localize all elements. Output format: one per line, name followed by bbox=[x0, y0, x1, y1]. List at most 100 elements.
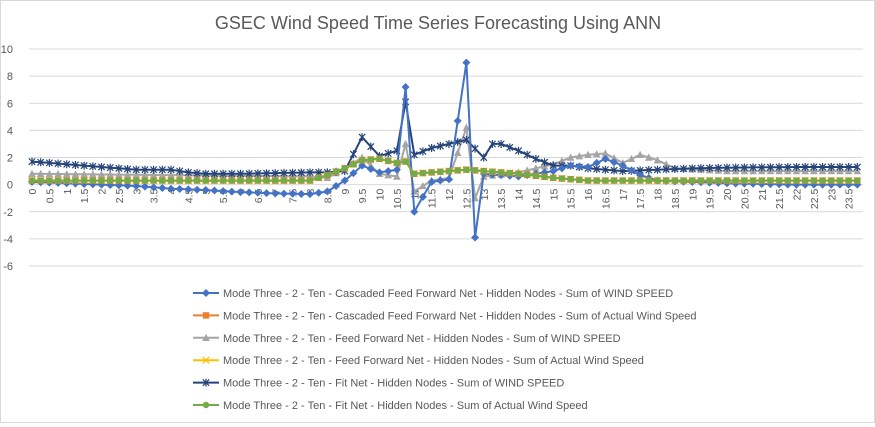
data-point bbox=[636, 150, 644, 158]
data-point bbox=[680, 177, 687, 184]
data-point bbox=[314, 188, 323, 197]
data-point bbox=[332, 181, 341, 190]
data-point bbox=[210, 186, 219, 195]
data-point bbox=[54, 159, 62, 168]
data-point bbox=[384, 149, 392, 158]
data-point bbox=[488, 139, 497, 148]
legend-label: Mode Three - 2 - Ten - Feed Forward Net … bbox=[223, 355, 644, 367]
data-point bbox=[280, 168, 288, 177]
x-tick-label: 2 bbox=[97, 188, 109, 194]
data-point bbox=[619, 177, 626, 184]
data-point bbox=[115, 170, 123, 178]
data-point bbox=[141, 165, 149, 174]
data-point bbox=[793, 177, 800, 184]
data-point bbox=[419, 181, 427, 190]
data-point bbox=[540, 158, 549, 167]
data-point bbox=[393, 159, 401, 167]
data-point bbox=[419, 169, 427, 177]
data-point bbox=[167, 165, 175, 174]
data-point bbox=[63, 160, 71, 169]
data-point bbox=[228, 169, 236, 178]
data-point bbox=[723, 163, 731, 172]
data-point bbox=[836, 177, 844, 184]
data-point bbox=[462, 58, 471, 67]
data-point bbox=[741, 177, 748, 184]
gridlines bbox=[29, 48, 863, 267]
data-point bbox=[810, 162, 818, 171]
data-point bbox=[610, 166, 618, 175]
data-point bbox=[436, 176, 445, 185]
data-point bbox=[140, 182, 149, 191]
data-point bbox=[167, 171, 175, 179]
data-point bbox=[506, 169, 514, 177]
data-point bbox=[349, 150, 358, 159]
data-point bbox=[732, 177, 739, 184]
data-point bbox=[123, 165, 132, 174]
data-point bbox=[497, 139, 505, 148]
y-axis: -6 -4 -2 0 2 4 6 8 10 bbox=[1, 44, 13, 273]
data-point bbox=[445, 175, 453, 184]
data-point bbox=[297, 189, 306, 198]
data-point bbox=[654, 177, 661, 184]
x-tick-label: 13 bbox=[479, 188, 491, 200]
data-point bbox=[575, 162, 584, 171]
data-point bbox=[854, 177, 861, 184]
data-point bbox=[462, 135, 470, 144]
data-point bbox=[184, 168, 192, 177]
data-point bbox=[593, 177, 600, 184]
data-point bbox=[576, 176, 583, 184]
legend-label: Mode Three - 2 - Ten - Cascaded Feed For… bbox=[223, 288, 673, 300]
data-point bbox=[193, 177, 201, 184]
data-point bbox=[141, 170, 149, 179]
data-point bbox=[610, 177, 618, 184]
data-point bbox=[610, 158, 619, 167]
data-point bbox=[662, 165, 670, 174]
data-point bbox=[149, 183, 158, 192]
data-point bbox=[601, 154, 610, 163]
data-point bbox=[445, 167, 453, 175]
data-point bbox=[37, 177, 44, 184]
x-tick-label: 22.5 bbox=[809, 188, 821, 209]
data-point bbox=[279, 189, 288, 198]
data-point bbox=[46, 177, 53, 184]
data-point bbox=[236, 188, 245, 197]
data-point bbox=[506, 143, 514, 152]
data-point bbox=[219, 187, 228, 196]
data-point bbox=[418, 192, 427, 201]
legend-item: Mode Three - 2 - Ten - Feed Forward Net … bbox=[193, 355, 644, 367]
data-point bbox=[436, 141, 444, 150]
data-point bbox=[306, 177, 314, 184]
data-point bbox=[115, 164, 123, 173]
data-point bbox=[71, 160, 80, 169]
data-point bbox=[706, 177, 713, 184]
data-point bbox=[280, 177, 288, 184]
data-point bbox=[54, 177, 62, 184]
data-point bbox=[775, 177, 783, 184]
data-point bbox=[159, 177, 166, 184]
data-point bbox=[132, 170, 141, 178]
y-tick-label: 6 bbox=[7, 98, 13, 110]
data-point bbox=[193, 185, 202, 194]
data-point bbox=[566, 161, 575, 170]
data-point bbox=[349, 169, 358, 178]
data-point bbox=[819, 177, 826, 184]
data-point bbox=[167, 184, 175, 193]
data-point bbox=[532, 172, 540, 180]
data-point bbox=[758, 163, 766, 172]
data-point bbox=[480, 167, 487, 175]
data-point bbox=[367, 142, 375, 151]
legend-item: Mode Three - 2 - Ten - Cascaded Feed For… bbox=[193, 310, 696, 322]
x-tick-label: 4.5 bbox=[183, 188, 195, 203]
data-point bbox=[106, 170, 114, 178]
data-point bbox=[71, 170, 80, 178]
data-point bbox=[454, 167, 461, 174]
data-point bbox=[72, 177, 79, 184]
data-point bbox=[557, 164, 566, 173]
data-point bbox=[697, 177, 705, 184]
data-point bbox=[245, 177, 253, 184]
data-point bbox=[324, 171, 331, 179]
data-point bbox=[393, 172, 401, 180]
data-point bbox=[245, 188, 254, 197]
data-point bbox=[784, 163, 792, 172]
